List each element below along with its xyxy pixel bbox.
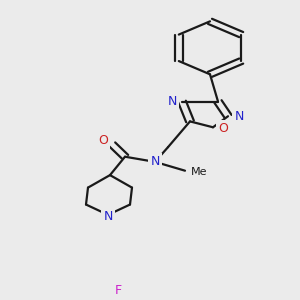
- Text: N: N: [167, 95, 177, 108]
- Text: F: F: [115, 284, 122, 297]
- Text: N: N: [150, 155, 160, 168]
- Text: O: O: [98, 134, 108, 147]
- Text: O: O: [218, 122, 228, 135]
- Text: N: N: [234, 110, 244, 123]
- Text: N: N: [103, 210, 113, 223]
- Text: Me: Me: [191, 167, 207, 177]
